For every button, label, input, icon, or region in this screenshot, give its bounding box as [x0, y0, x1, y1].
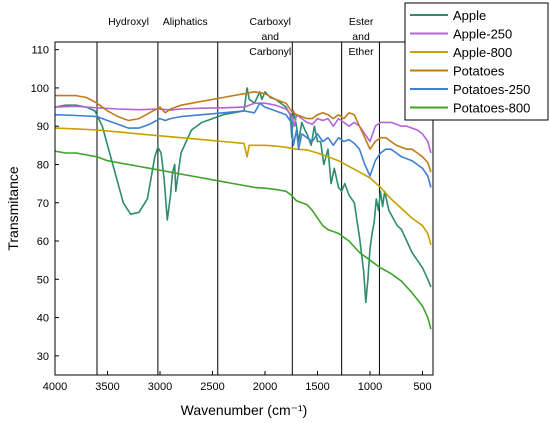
legend: Apple Apple-250 Apple-800 Potatoes Potatoes-… — [404, 2, 549, 121]
series-line-potatoes-800 — [54, 150, 432, 330]
axes: 4000 3500 3000 2500 2000 1500 1000 500 30 40 50 60 7… — [31, 45, 432, 393]
region-label: Ether — [349, 46, 375, 58]
x-tick-label: 3000 — [148, 381, 172, 393]
y-tick-label: 100 — [31, 83, 49, 95]
series-line-apple — [54, 87, 432, 304]
x-tick-label: 2500 — [200, 381, 224, 393]
series-line-apple-800 — [54, 127, 432, 246]
series-line-potatoes — [55, 91, 432, 173]
legend-label: Potatoes-250 — [453, 82, 530, 97]
y-tick-label: 80 — [37, 159, 49, 171]
legend-label: Potatoes — [453, 64, 505, 79]
y-tick-label: 40 — [37, 313, 49, 325]
x-tick-label: 3500 — [95, 381, 119, 393]
region-label: and — [352, 31, 370, 43]
x-tick-label: 4000 — [43, 381, 67, 393]
legend-box — [404, 2, 549, 121]
y-axis-title: Transmitance — [5, 166, 21, 251]
series-line-apple-250 — [54, 102, 432, 154]
y-tick-label: 70 — [37, 198, 49, 210]
legend-label: Apple-800 — [453, 45, 512, 60]
y-tick-label: 110 — [31, 45, 49, 57]
region-label: Aliphatics — [163, 16, 208, 28]
series-lines — [54, 87, 432, 330]
region-labels: Hydroxyl Aliphatics Carboxyl and Carbonyl Est… — [108, 16, 374, 58]
y-tick-label: 30 — [37, 351, 49, 363]
legend-label: Apple-250 — [453, 27, 512, 42]
legend-label: Apple — [453, 8, 486, 23]
x-tick-label: 1000 — [358, 381, 382, 393]
x-tick-label: 2000 — [253, 381, 277, 393]
plot-frame — [54, 41, 434, 376]
region-label: and — [261, 31, 279, 43]
region-lines — [96, 42, 380, 375]
y-tick-label: 90 — [37, 121, 49, 133]
y-tick-label: 60 — [37, 236, 49, 248]
x-tick-label: 1500 — [305, 381, 329, 393]
y-tick-label: 50 — [37, 274, 49, 286]
x-tick-label: 500 — [413, 381, 431, 393]
region-label: Ester — [349, 16, 374, 28]
region-label: Carbonyl — [249, 46, 291, 58]
region-label: Hydroxyl — [108, 16, 149, 28]
region-label: Carboxyl — [250, 16, 291, 28]
x-axis-title: Wavenumber (cm⁻¹) — [181, 402, 308, 418]
legend-label: Potatoes-800 — [453, 101, 530, 116]
series-line-potatoes-250 — [54, 102, 432, 188]
